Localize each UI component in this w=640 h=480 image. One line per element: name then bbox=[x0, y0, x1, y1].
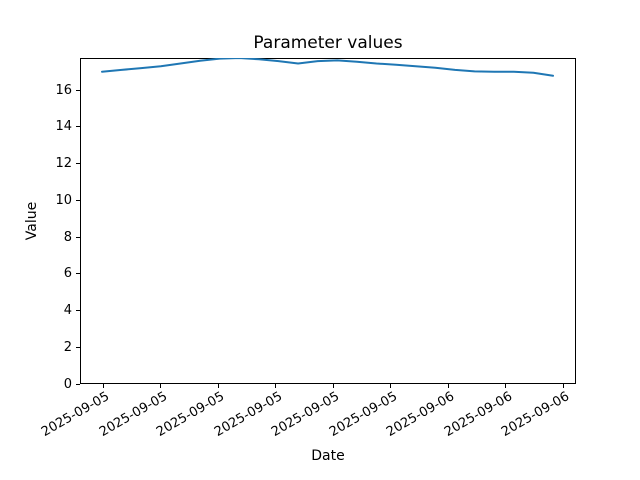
y-tick-mark bbox=[76, 163, 80, 165]
data-series-line bbox=[101, 58, 554, 77]
x-tick-mark bbox=[275, 384, 276, 388]
plot-area bbox=[80, 58, 576, 384]
y-tick-label: 2 bbox=[63, 339, 72, 355]
x-tick-mark bbox=[332, 384, 334, 388]
y-tick-mark bbox=[76, 199, 80, 201]
y-tick-label: 12 bbox=[55, 156, 72, 172]
line-plot bbox=[101, 58, 554, 77]
y-tick-mark bbox=[76, 126, 80, 128]
y-tick-mark bbox=[76, 383, 80, 385]
x-tick-mark bbox=[390, 384, 391, 388]
y-tick-label: 8 bbox=[63, 229, 72, 245]
y-tick-label: 14 bbox=[55, 119, 72, 135]
y-tick-label: 16 bbox=[55, 82, 72, 98]
chart-title: Parameter values bbox=[253, 33, 403, 53]
x-tick-mark bbox=[217, 384, 219, 388]
y-tick-label: 6 bbox=[63, 266, 72, 282]
y-tick-mark bbox=[76, 236, 80, 238]
y-tick-label: 4 bbox=[63, 303, 72, 319]
y-axis-label: Value bbox=[24, 201, 40, 241]
y-tick-mark bbox=[76, 346, 80, 348]
y-tick-label: 0 bbox=[63, 376, 72, 392]
y-tick-label: 10 bbox=[55, 192, 72, 208]
y-tick-mark bbox=[76, 273, 80, 275]
x-axis-label: Date bbox=[311, 448, 345, 464]
x-tick-mark bbox=[505, 384, 506, 388]
x-tick-mark bbox=[562, 384, 564, 388]
x-tick-mark bbox=[447, 384, 449, 388]
y-tick-mark bbox=[76, 89, 80, 91]
x-tick-mark bbox=[160, 384, 161, 388]
y-tick-mark bbox=[76, 310, 80, 312]
x-tick-mark bbox=[102, 384, 104, 388]
